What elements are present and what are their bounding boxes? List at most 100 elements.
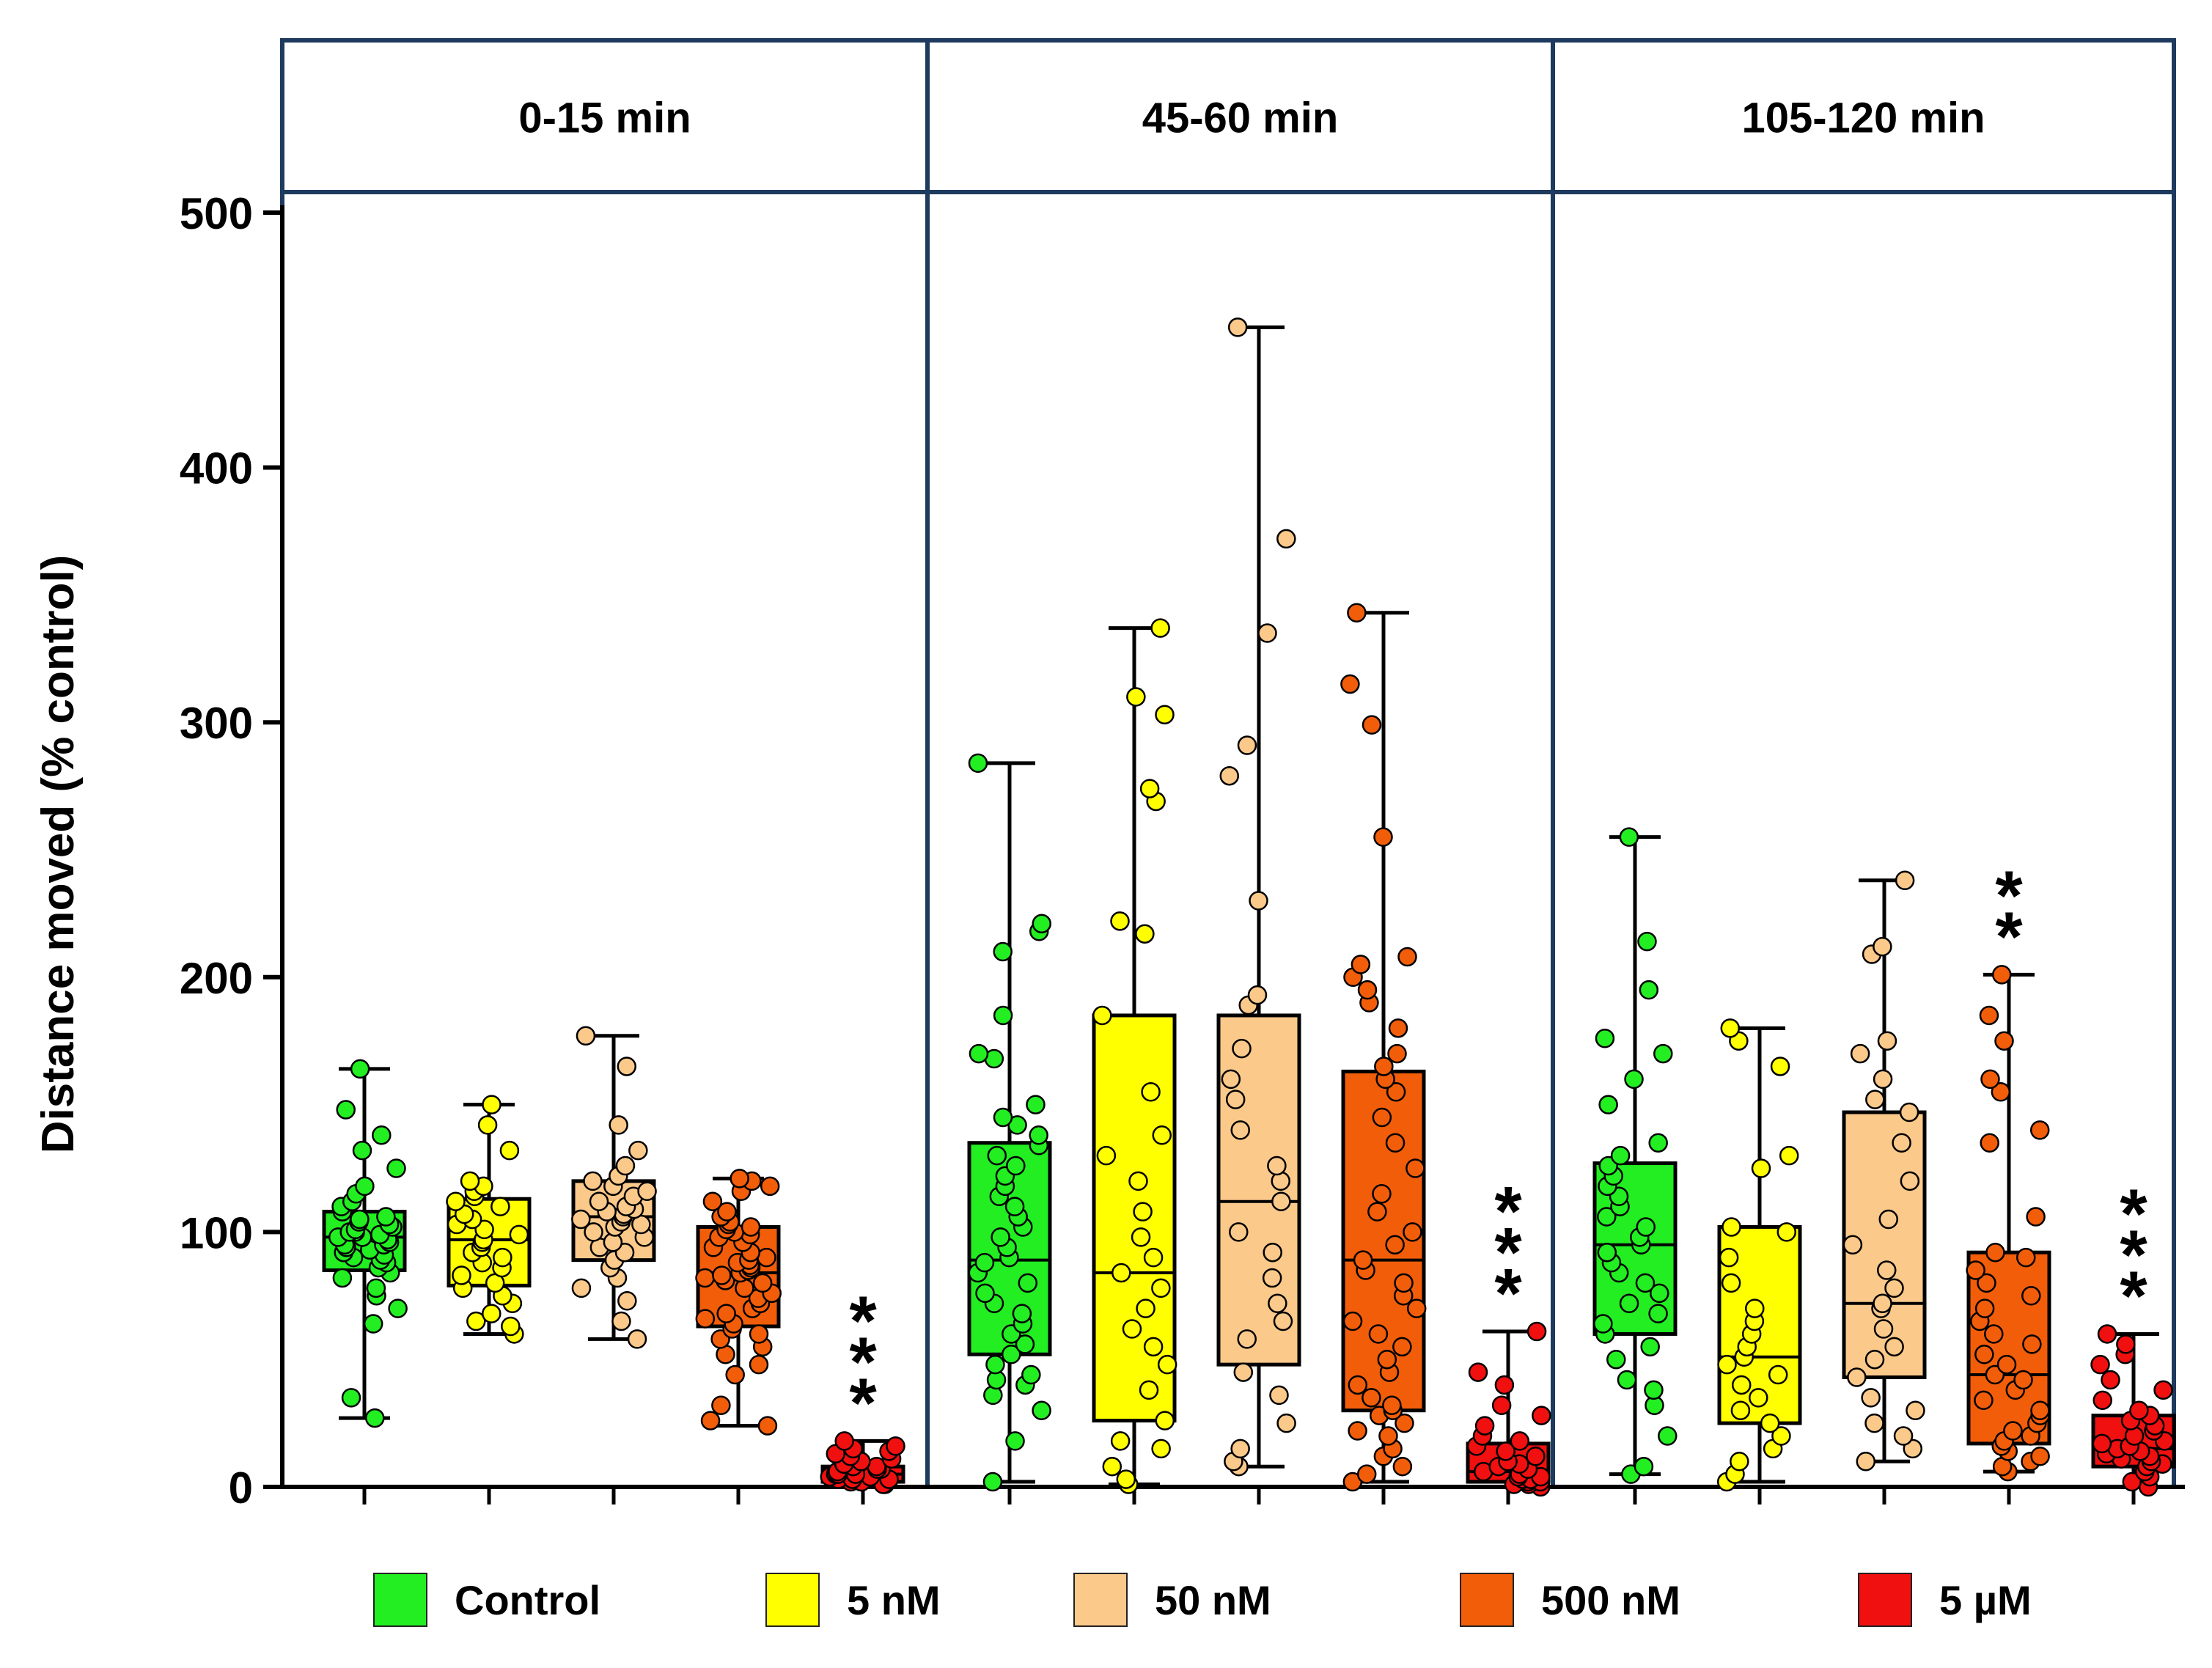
- data-point: [1856, 1451, 1876, 1472]
- data-point: [1650, 1283, 1669, 1304]
- data-point: [1092, 1005, 1112, 1026]
- data-point: [1136, 1298, 1155, 1318]
- data-point: [1032, 1400, 1051, 1420]
- data-point: [617, 1291, 637, 1311]
- significance-marker: *: [1995, 856, 2023, 935]
- data-point: [1597, 1242, 1617, 1263]
- y-tick-label: 0: [229, 1463, 253, 1513]
- data-point: [1233, 1362, 1254, 1382]
- data-point: [637, 1181, 657, 1202]
- data-point: [1595, 1028, 1615, 1048]
- data-point: [1474, 1416, 1495, 1436]
- legend-label: 5 µM: [1939, 1577, 2032, 1623]
- data-point: [1658, 1426, 1678, 1446]
- data-point: [1012, 1304, 1032, 1323]
- data-point: [1249, 891, 1268, 911]
- data-point: [1356, 1464, 1377, 1484]
- data-point: [1610, 1145, 1631, 1166]
- data-point: [1878, 1209, 1899, 1230]
- data-point: [1026, 1095, 1046, 1114]
- data-point: [452, 1265, 471, 1285]
- significance-marker: *: [2120, 1257, 2147, 1335]
- data-point: [1155, 1411, 1175, 1430]
- data-point: [466, 1311, 486, 1331]
- data-point: [1348, 1421, 1367, 1441]
- significance-marker: *: [849, 1323, 877, 1401]
- data-point: [617, 1057, 637, 1076]
- data-point: [1966, 1260, 1985, 1280]
- data-point: [1722, 1217, 1741, 1237]
- data-point: [2026, 1207, 2046, 1227]
- data-point: [2030, 1447, 2050, 1466]
- data-point: [1155, 705, 1175, 725]
- data-point: [1357, 980, 1378, 1000]
- data-point: [1353, 1250, 1373, 1270]
- data-point: [376, 1207, 396, 1227]
- data-point: [1131, 1227, 1151, 1247]
- data-point: [1979, 1005, 1999, 1026]
- data-point: [1491, 1395, 1512, 1416]
- data-point: [1374, 1057, 1394, 1076]
- data-point: [1900, 1171, 1920, 1191]
- data-point: [991, 1227, 1010, 1247]
- data-point: [1598, 1095, 1618, 1114]
- data-point: [1873, 1069, 1893, 1090]
- data-point: [341, 1388, 361, 1408]
- data-point: [336, 1100, 356, 1120]
- data-point: [2153, 1380, 2173, 1400]
- data-point: [2022, 1334, 2042, 1354]
- data-point: [1406, 1158, 1425, 1178]
- data-point: [1230, 1120, 1250, 1140]
- data-point: [366, 1278, 386, 1298]
- data-point: [2013, 1370, 2033, 1390]
- data-point: [1526, 1447, 1546, 1466]
- data-point: [702, 1191, 723, 1211]
- data-point: [1606, 1349, 1626, 1370]
- data-point: [1387, 1043, 1407, 1064]
- data-point: [1257, 623, 1277, 643]
- data-point: [1510, 1431, 1530, 1451]
- data-point: [1386, 1081, 1406, 1102]
- data-point: [1395, 1413, 1414, 1433]
- data-point: [741, 1217, 761, 1237]
- data-point: [993, 1107, 1013, 1128]
- data-point: [1899, 1102, 1919, 1123]
- data-point: [1268, 1293, 1287, 1313]
- data-point: [1342, 1311, 1363, 1331]
- data-point: [609, 1115, 628, 1135]
- data-point: [1751, 1158, 1771, 1178]
- data-point: [1111, 1263, 1131, 1283]
- y-tick-label: 300: [180, 699, 253, 748]
- legend-label: 5 nM: [847, 1577, 941, 1623]
- panel-label: 45-60 min: [1142, 95, 1339, 142]
- data-point: [2003, 1421, 2023, 1441]
- y-axis-label: Distance moved (% control): [33, 555, 84, 1153]
- panel-label: 0-15 min: [518, 95, 691, 142]
- data-point: [628, 1140, 648, 1161]
- data-point: [1151, 1439, 1171, 1459]
- data-point: [350, 1059, 370, 1079]
- data-point: [749, 1354, 769, 1375]
- data-point: [1347, 603, 1367, 622]
- data-point: [1397, 947, 1417, 967]
- data-point: [1102, 1456, 1122, 1477]
- significance-marker: *: [849, 1364, 877, 1442]
- data-point: [1126, 687, 1146, 707]
- data-point: [1974, 1390, 1994, 1411]
- data-point: [1247, 985, 1268, 1005]
- legend-swatch: [373, 1573, 427, 1627]
- data-point: [584, 1222, 603, 1242]
- y-tick-label: 400: [180, 444, 253, 493]
- data-point: [350, 1209, 370, 1230]
- data-point: [388, 1298, 408, 1318]
- data-point: [717, 1202, 737, 1221]
- data-point: [1895, 870, 1915, 890]
- data-point: [1006, 1156, 1026, 1176]
- y-tick-label: 200: [180, 954, 253, 1003]
- data-point: [730, 1169, 749, 1188]
- data-point: [700, 1411, 721, 1430]
- data-point: [1227, 317, 1248, 337]
- data-point: [2101, 1370, 2120, 1390]
- data-point: [974, 1252, 995, 1273]
